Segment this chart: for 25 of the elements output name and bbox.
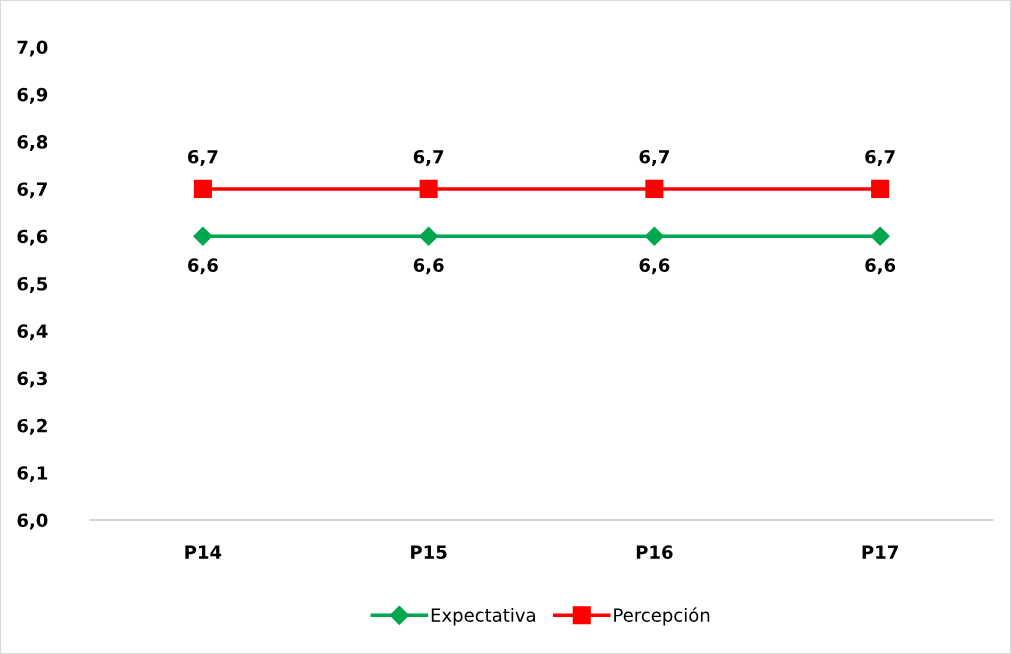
y-tick-label: 7,0 — [17, 40, 48, 57]
y-tick-label: 6,3 — [17, 371, 47, 388]
x-tick-label: P15 — [411, 545, 447, 559]
data-label: 6,6 — [413, 258, 444, 275]
y-tick-label: 6,2 — [17, 418, 47, 435]
data-label: 6,7 — [188, 149, 218, 166]
y-tick-label: 6,8 — [17, 135, 48, 152]
data-label: 6,7 — [865, 149, 895, 166]
x-tick-label: P17 — [862, 545, 898, 559]
data-label: 6,6 — [865, 258, 896, 275]
x-tick-label: P16 — [636, 545, 673, 559]
y-tick-label: 6,5 — [17, 276, 48, 293]
y-tick-label: 6,9 — [17, 87, 48, 104]
legend-label: Percepción — [614, 607, 710, 626]
data-label: 6,6 — [188, 258, 218, 275]
y-tick-label: 6,4 — [17, 324, 48, 341]
data-label: 6,6 — [639, 258, 670, 275]
x-tick-label: P14 — [185, 545, 222, 559]
data-label: 6,7 — [413, 149, 444, 166]
y-tick-label: 6,6 — [17, 229, 48, 246]
y-tick-label: 6,1 — [17, 466, 48, 483]
legend-label: Expectativa — [431, 607, 535, 626]
data-label: 6,7 — [639, 149, 669, 166]
y-tick-label: 6,0 — [17, 513, 48, 530]
y-tick-label: 6,7 — [17, 182, 47, 199]
